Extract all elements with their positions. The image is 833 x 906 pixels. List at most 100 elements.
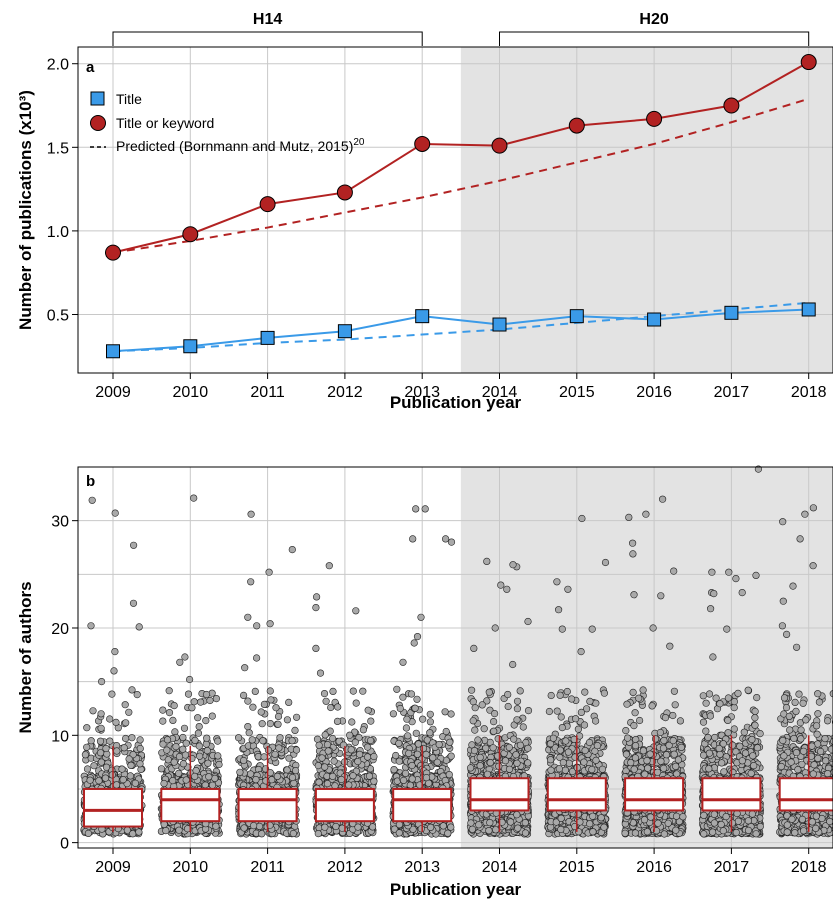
author-point (480, 725, 488, 733)
author-point (112, 718, 120, 727)
author-point (476, 753, 484, 762)
author-point (347, 746, 355, 754)
point-title-or-keyword (491, 137, 508, 154)
author-point (84, 829, 92, 838)
author-point (364, 743, 372, 751)
author-point (97, 710, 105, 718)
author-point (260, 753, 268, 761)
author-point (390, 765, 398, 774)
point-title (106, 344, 120, 359)
author-point (483, 770, 492, 778)
panel-a-x-tick-label: 2015 (559, 384, 595, 401)
panel-a-series (105, 54, 817, 359)
author-point (467, 764, 475, 772)
author-point (96, 737, 105, 745)
author-point (191, 736, 199, 745)
point-title (260, 330, 275, 345)
author-point (266, 687, 274, 695)
author-point (260, 700, 269, 709)
predicted-line (112, 301, 809, 353)
legend-predicted-label: Predicted (Bornmann and Mutz, 2015)20 (116, 137, 365, 154)
author-point (127, 761, 135, 770)
author-point (413, 695, 421, 703)
author-point (169, 716, 177, 725)
author-point (205, 773, 213, 781)
author-point (283, 766, 291, 774)
author-point (208, 712, 216, 720)
author-point (195, 722, 203, 731)
author-point (250, 821, 258, 830)
author-point (95, 777, 103, 785)
author-point (288, 737, 296, 745)
author-point (285, 754, 293, 762)
author-point (274, 720, 282, 728)
author-point (244, 697, 252, 705)
author-point (345, 781, 353, 789)
author-point (412, 729, 420, 737)
author-point (422, 773, 431, 782)
legend-title-marker (90, 91, 105, 106)
author-point (162, 826, 170, 835)
author-point (489, 744, 497, 752)
author-point (240, 691, 248, 700)
series-line-title (112, 308, 809, 353)
panel-a-x-tick-label: 2017 (714, 384, 750, 401)
author-point (83, 724, 91, 732)
author-point (521, 829, 530, 837)
author-point (468, 825, 477, 833)
author-point (118, 765, 126, 773)
author-point (204, 759, 212, 767)
author-point (321, 823, 329, 831)
author-point (266, 719, 275, 728)
author-point (244, 722, 252, 731)
author-point (276, 734, 284, 742)
author-point (190, 698, 198, 706)
author-point (121, 734, 130, 743)
point-title-or-keyword (568, 117, 585, 134)
bracket-label-h14: H14 (253, 11, 282, 28)
author-point (191, 772, 199, 781)
panel-a-x-tick-label: 2014 (482, 384, 518, 401)
author-point (129, 750, 137, 759)
author-point (429, 754, 437, 762)
author-point (393, 685, 401, 693)
author-point (179, 745, 187, 753)
author-point (170, 701, 178, 710)
author-point (159, 706, 167, 714)
author-point (90, 762, 98, 770)
author-point (324, 747, 332, 755)
point-title-or-keyword (182, 226, 199, 243)
author-point (337, 775, 346, 784)
author-point (206, 696, 214, 705)
author-point (513, 697, 522, 705)
author-point (402, 769, 410, 778)
author-point (323, 779, 332, 788)
author-point (346, 731, 354, 739)
author-point (408, 775, 416, 783)
author-point (352, 699, 360, 707)
bracket-h20 (499, 31, 810, 46)
panel-a-y-axis-label: Number of publications (x10³) (16, 90, 35, 330)
author-point (513, 759, 521, 767)
author-point (334, 703, 342, 711)
author-point (125, 755, 133, 763)
author-point (83, 743, 91, 751)
author-point (96, 749, 105, 757)
author-point (157, 765, 166, 773)
author-point (514, 824, 522, 832)
author-point (81, 751, 89, 759)
author-point (396, 704, 404, 713)
author-point (248, 736, 256, 744)
point-title (801, 302, 816, 317)
author-point (513, 716, 521, 724)
author-point (419, 744, 428, 753)
author-point (314, 761, 322, 770)
author-point (435, 740, 443, 749)
author-point (251, 687, 259, 696)
author-point (313, 735, 322, 743)
author-point (475, 821, 483, 829)
author-point (404, 732, 412, 740)
author-point (403, 715, 411, 723)
author-point (252, 775, 260, 784)
author-point (417, 825, 425, 833)
